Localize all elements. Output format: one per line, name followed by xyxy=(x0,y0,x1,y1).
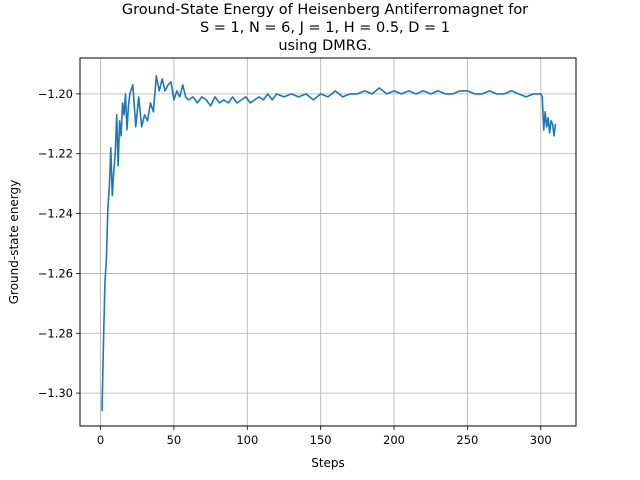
x-tick-label: 200 xyxy=(383,433,405,447)
chart-title-line-1: Ground-State Energy of Heisenberg Antife… xyxy=(122,2,528,18)
x-tick-label: 100 xyxy=(236,433,258,447)
grid-lines xyxy=(80,58,576,426)
x-tick-label: 150 xyxy=(310,433,332,447)
y-tick-label: −1.20 xyxy=(38,87,73,101)
y-tick-label: −1.26 xyxy=(38,266,73,280)
chart-title-line-3: using DMRG. xyxy=(278,38,371,54)
axis-ticks: 0 50 100 150 200 250 300 −1.30 −1.28 −1.26 −1.24 −1… xyxy=(38,87,552,447)
y-tick-label: −1.22 xyxy=(38,147,73,161)
x-tick-label: 250 xyxy=(456,433,478,447)
x-axis-label: Steps xyxy=(311,456,345,470)
x-tick-label: 0 xyxy=(97,433,104,447)
y-tick-label: −1.28 xyxy=(38,326,73,340)
y-tick-label: −1.24 xyxy=(38,207,73,221)
y-tick-label: −1.30 xyxy=(38,386,73,400)
series-line xyxy=(101,75,557,412)
chart-title-line-2: S = 1, N = 6, J = 1, H = 0.5, D = 1 xyxy=(200,20,450,36)
x-tick-label: 50 xyxy=(167,433,182,447)
plot-frame xyxy=(79,57,577,427)
y-axis-label: Ground-state energy xyxy=(7,180,21,305)
x-tick-label: 300 xyxy=(530,433,552,447)
